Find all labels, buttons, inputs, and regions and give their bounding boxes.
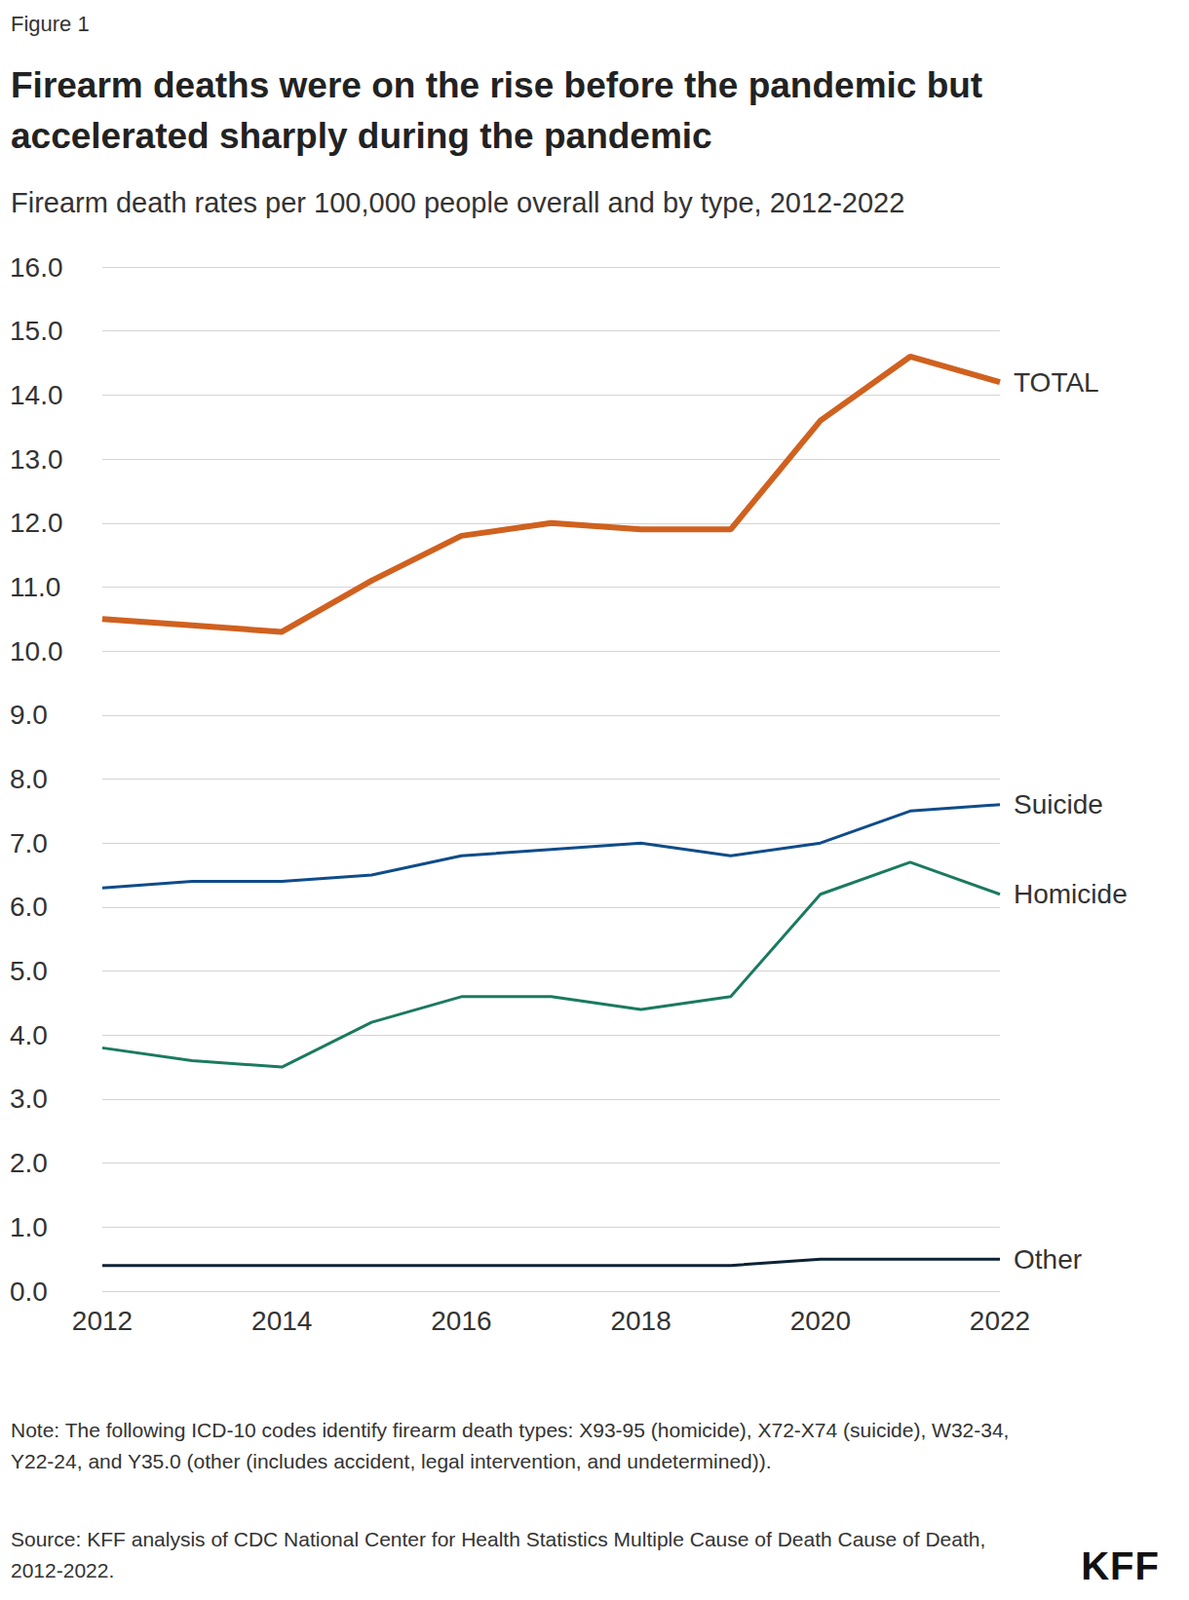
svg-text:2014: 2014 [251, 1305, 312, 1337]
html-text:Note: The following ICD-10 cod: Note: The following ICD-10 codes identif… [10, 1419, 1010, 1473]
svg-text:6.0: 6.0 [9, 891, 48, 922]
svg-text:4.0: 4.0 [9, 1020, 48, 1051]
html-text:Firearm death rates per 100,00: Firearm death rates per 100,000 people o… [10, 187, 905, 219]
svg-text:5.0: 5.0 [9, 956, 48, 987]
svg-text:2020: 2020 [790, 1305, 851, 1337]
svg-text:Suicide: Suicide [1013, 789, 1104, 820]
svg-text:TOTAL: TOTAL [1013, 367, 1100, 398]
svg-text:2016: 2016 [430, 1305, 492, 1337]
svg-text:11.0: 11.0 [9, 572, 61, 603]
svg-text:7.0: 7.0 [9, 828, 48, 859]
svg-text:14.0: 14.0 [9, 380, 64, 411]
html-text:Source: KFF analysis of CDC Na: Source: KFF analysis of CDC National Cen… [10, 1528, 986, 1582]
svg-text:13.0: 13.0 [9, 444, 64, 475]
svg-text:9.0: 9.0 [9, 699, 48, 730]
svg-text:1.0: 1.0 [9, 1212, 48, 1243]
svg-text:8.0: 8.0 [9, 764, 48, 795]
html-text:Firearm deaths were on the ris: Firearm deaths were on the rise before t… [10, 65, 983, 156]
svg-text:3.0: 3.0 [9, 1083, 48, 1114]
svg-text:Homicide: Homicide [1013, 879, 1128, 910]
svg-text:0.0: 0.0 [9, 1276, 48, 1307]
svg-text:Other: Other [1013, 1244, 1082, 1275]
svg-text:2018: 2018 [610, 1305, 671, 1337]
html-text:KFF: KFF [1081, 1544, 1160, 1588]
svg-text:10.0: 10.0 [9, 636, 64, 667]
svg-text:2022: 2022 [969, 1305, 1031, 1337]
html-text:Figure 1: Figure 1 [10, 11, 90, 37]
svg-text:2012: 2012 [72, 1305, 133, 1337]
svg-text:15.0: 15.0 [9, 315, 64, 346]
svg-text:12.0: 12.0 [9, 507, 64, 538]
svg-text:16.0: 16.0 [9, 252, 64, 283]
svg-text:2.0: 2.0 [9, 1148, 48, 1179]
